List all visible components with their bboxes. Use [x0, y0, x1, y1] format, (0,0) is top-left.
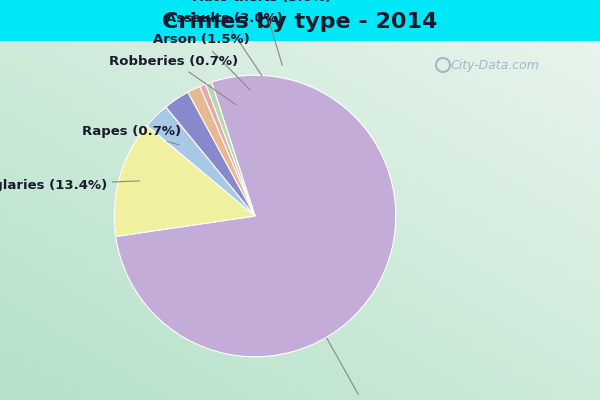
Wedge shape — [200, 84, 255, 216]
Text: Assaults (3.0%): Assaults (3.0%) — [166, 12, 283, 76]
Wedge shape — [166, 92, 255, 216]
Text: Burglaries (13.4%): Burglaries (13.4%) — [0, 178, 140, 192]
Wedge shape — [116, 75, 396, 357]
Text: Arson (1.5%): Arson (1.5%) — [153, 34, 250, 90]
Wedge shape — [114, 126, 255, 236]
Wedge shape — [188, 86, 255, 216]
Text: Auto thefts (3.0%): Auto thefts (3.0%) — [193, 0, 331, 66]
Text: Crimes by type - 2014: Crimes by type - 2014 — [163, 12, 437, 32]
Text: Robberies (0.7%): Robberies (0.7%) — [109, 55, 238, 104]
Bar — [0, 0, 600, 40]
Wedge shape — [147, 107, 255, 216]
Text: City-Data.com: City-Data.com — [450, 58, 539, 72]
Text: Thefts (77.6%): Thefts (77.6%) — [310, 338, 420, 400]
Text: Rapes (0.7%): Rapes (0.7%) — [82, 125, 181, 145]
Wedge shape — [206, 82, 255, 216]
